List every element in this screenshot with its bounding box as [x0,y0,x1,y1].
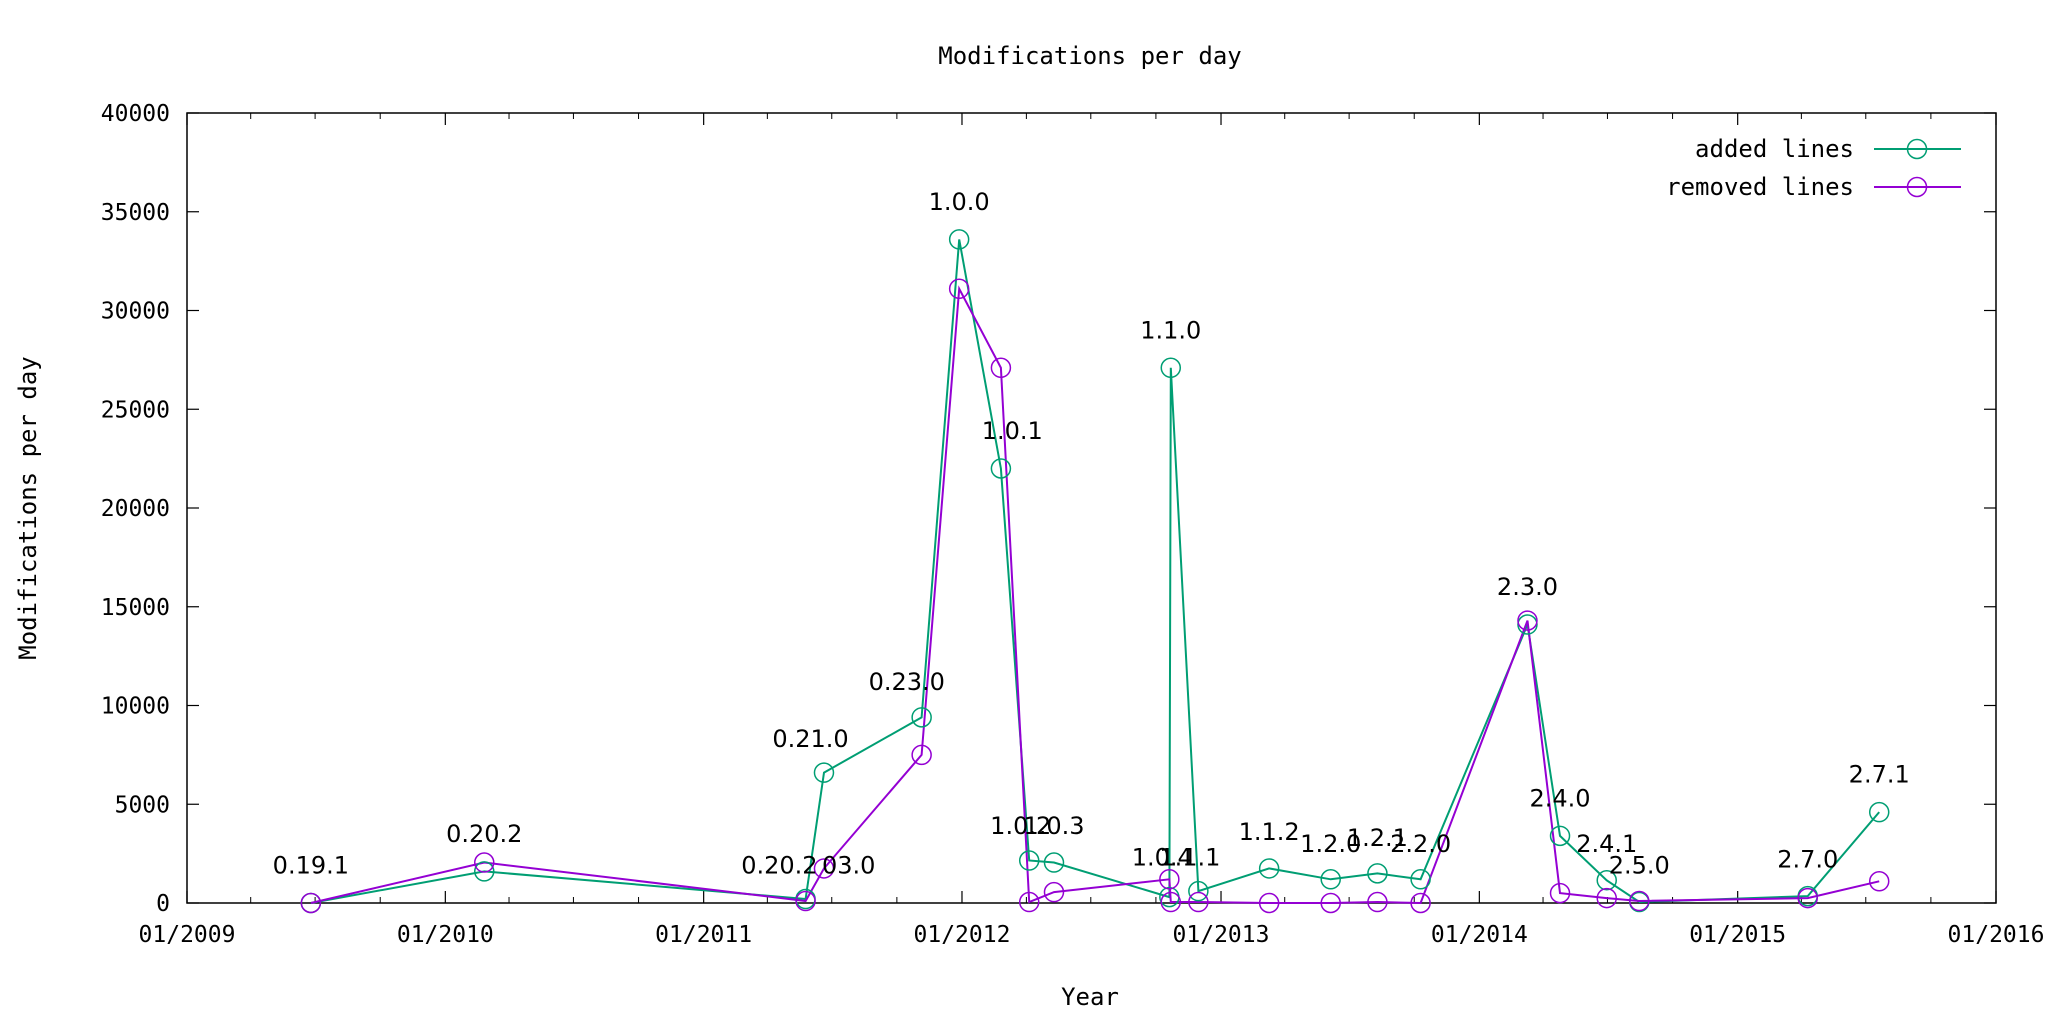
data-point-added [990,458,1012,479]
data-point-added [1410,869,1431,890]
release-label: 2.7.1 [1849,761,1910,789]
release-label: 1.0.0 [929,188,990,216]
x-tick-label: 01/2010 [397,922,494,948]
data-point-removed [1629,890,1650,912]
data-point-removed [1596,887,1617,909]
data-point-added [911,707,932,728]
x-tick-label: 01/2012 [914,922,1011,948]
release-label: 1.0.4 [1132,844,1193,872]
data-point-added [474,861,495,882]
data-point-added [1549,825,1571,847]
release-label: 1.1.1 [1159,844,1220,872]
release-label: 2.5.0 [1609,851,1670,879]
series-points [300,229,1890,914]
series-line-added [310,239,1880,904]
data-point-removed [1188,891,1209,913]
release-label: 2.3.0 [1497,573,1558,601]
data-point-added [1367,863,1388,884]
axes: 0 5000 10000 15000 20000 25000 30000 35000 40000… [101,101,2045,948]
data-point-removed [300,892,322,914]
release-label: 0.20.2 [741,851,817,879]
release-label: 1.0.2 [990,812,1051,840]
data-point-added [1043,852,1065,873]
release-label: 0.19.1 [273,851,349,879]
release-label: 0.23.0 [869,668,945,696]
data-point-removed [1018,891,1040,913]
release-label: 1.2.1 [1347,824,1408,852]
y-tick-label: 5000 [115,792,170,818]
release-label: 03.0 [822,851,875,879]
data-point-added [1258,858,1280,879]
x-tick-label: 01/2011 [655,922,752,948]
series-lines [310,239,1880,905]
data-point-removed [474,852,495,873]
series-line-removed [310,285,1880,905]
y-tick-label: 30000 [101,299,170,325]
y-tick-label: 40000 [101,101,170,127]
data-point-added [1018,850,1040,871]
release-label: 2.2.0 [1390,830,1451,858]
release-label: 2.4.1 [1576,830,1637,858]
release-label: 1.1.2 [1239,818,1300,846]
data-point-removed [795,890,816,912]
release-label: 1.2.0 [1300,830,1361,858]
data-point-removed [1549,882,1571,904]
data-point-removed [813,858,835,879]
release-label: 1.0.3 [1023,812,1084,840]
legend-label: added lines [1695,135,1854,163]
data-point-removed [1367,891,1388,913]
y-tick-label: 0 [156,891,170,917]
x-tick-label: 01/2015 [1689,922,1786,948]
data-point-removed [990,357,1012,379]
data-point-removed [948,278,970,300]
x-tick-label: 01/2016 [1948,922,2045,948]
x-tick-label: 01/2013 [1173,922,1270,948]
data-point-removed [1868,871,1890,892]
y-tick-label: 10000 [101,694,170,720]
data-point-removed [1159,869,1180,890]
release-label: 0.21.0 [772,725,848,753]
data-point-removed [1320,892,1341,914]
release-label: 2.7.0 [1777,846,1838,874]
data-point-added [1160,357,1182,379]
data-point-removed [1258,892,1280,914]
release-label: 1.1.0 [1140,316,1201,344]
legend-marker [1906,176,1928,198]
release-label: 0.20.2 [446,820,522,848]
data-point-added [1868,801,1890,823]
y-tick-label: 35000 [101,200,170,226]
y-tick-label: 25000 [101,397,170,423]
legend: added lines removed lines [1666,135,1961,201]
data-point-removed [1043,881,1065,903]
data-point-removed [1410,892,1431,914]
data-point-removed [1160,891,1182,913]
data-point-added [1320,869,1341,890]
data-point-removed [1797,887,1818,909]
data-point-removed [1517,610,1538,631]
y-tick-label: 15000 [101,595,170,621]
legend-marker [1906,138,1928,160]
x-tick-label: 01/2014 [1431,922,1528,948]
legend-label: removed lines [1666,173,1854,201]
x-tick-label: 01/2009 [139,922,236,948]
annotations: 0.19.10.20.20.20.2 03.00.21.00.23.01.0.01… [273,188,1910,880]
data-point-removed [911,744,932,766]
y-axis-label: Modifications per day [14,356,42,659]
chart-title: Modifications per day [938,42,1241,70]
x-axis-label: Year [1061,983,1119,1011]
data-point-added [948,229,970,250]
data-point-added [1188,880,1209,902]
release-label: 1.0.1 [982,417,1043,445]
release-label: 2.4.0 [1529,784,1590,812]
data-point-added [813,762,835,783]
y-tick-label: 20000 [101,496,170,522]
data-point-added [1596,870,1617,891]
data-point-added [1517,614,1538,635]
